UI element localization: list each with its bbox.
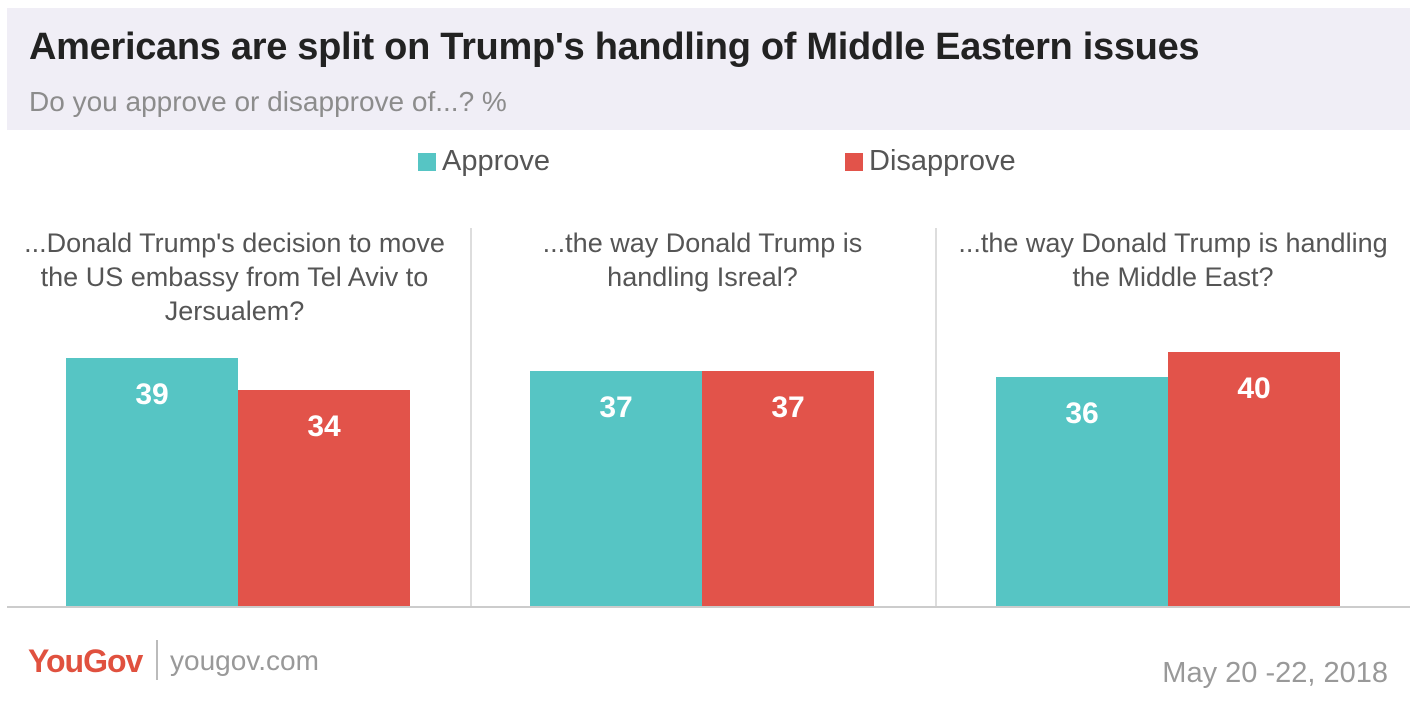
yougov-logo: YouGov: [28, 643, 143, 679]
bar-disapprove-panel-1: [238, 390, 410, 606]
legend-item-approve: Approve: [418, 145, 550, 178]
x-axis-baseline: [7, 606, 1410, 608]
data-label-approve-panel-3: 36: [1065, 397, 1099, 431]
data-label-disapprove-panel-1: 34: [307, 410, 341, 444]
panel-title-3: ...the way Donald Trump is handling the …: [958, 228, 1388, 292]
data-label-approve-panel-1: 39: [135, 378, 169, 412]
bar-disapprove-panel-2: [702, 371, 874, 606]
chart-subtitle: Do you approve or disapprove of...? %: [29, 86, 507, 117]
legend-label-disapprove: Disapprove: [869, 145, 1016, 177]
legend-swatch-approve: [418, 152, 436, 171]
footer-date: May 20 -22, 2018: [1162, 657, 1388, 689]
panel-title-2: ...the way Donald Trump is handling Isre…: [542, 228, 863, 292]
bar-disapprove-panel-3: [1168, 352, 1340, 606]
legend: Approve Disapprove: [0, 145, 1420, 185]
footer-divider: [156, 640, 158, 680]
header-banner: Americans are split on Trump's handling …: [7, 8, 1410, 130]
bar-approve-panel-3: [996, 377, 1168, 606]
data-label-disapprove-panel-3: 40: [1237, 372, 1271, 405]
data-label-approve-panel-2: 37: [599, 391, 633, 425]
bar-approve-panel-2: [530, 371, 702, 606]
data-label-disapprove-panel-2: 37: [771, 391, 805, 425]
panel-divider: [935, 228, 937, 606]
footer-site: yougov.com: [170, 645, 319, 676]
panel-title-1: ...Donald Trump's decision to move the U…: [24, 228, 445, 326]
legend-swatch-disapprove: [845, 152, 863, 171]
legend-label-approve: Approve: [442, 145, 551, 177]
legend-item-disapprove: Disapprove: [845, 145, 1016, 178]
bar-approve-panel-1: [66, 358, 238, 606]
chart-title: Americans are split on Trump's handling …: [29, 26, 1200, 68]
panel-divider: [470, 228, 472, 606]
